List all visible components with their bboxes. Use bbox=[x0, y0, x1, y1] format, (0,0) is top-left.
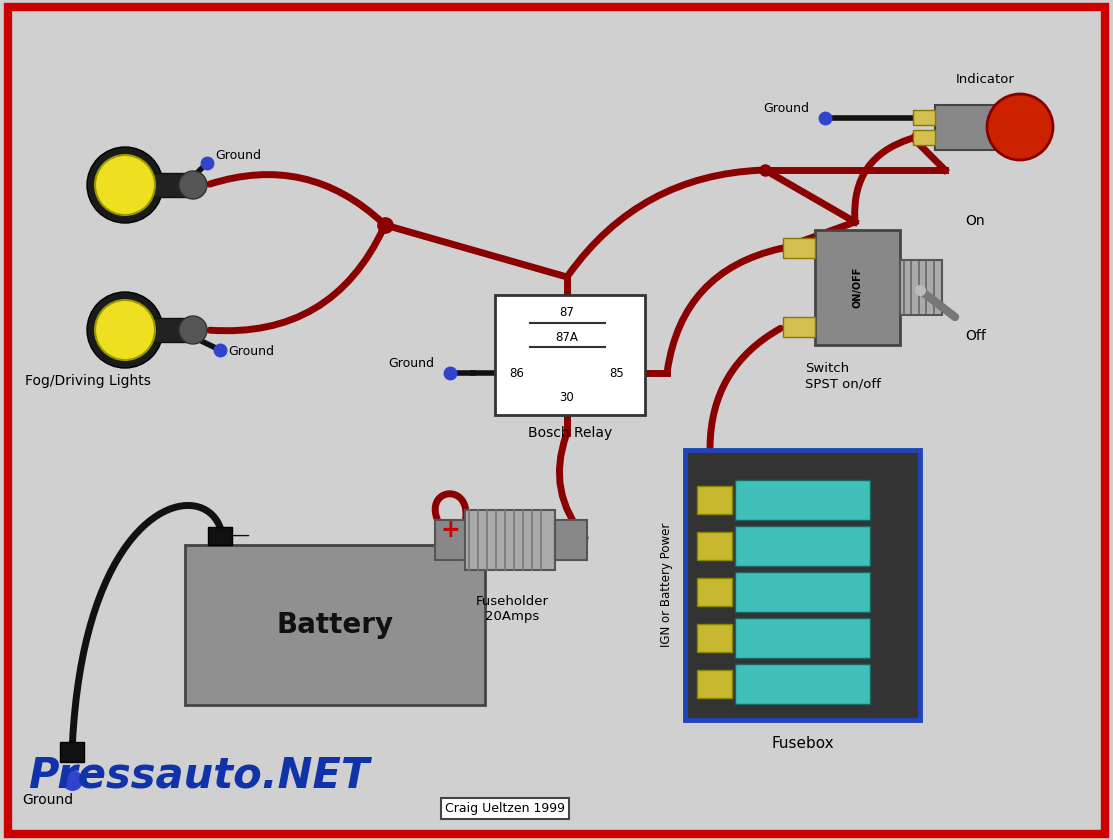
Text: Ground: Ground bbox=[215, 149, 262, 162]
Bar bbox=[185, 545, 485, 705]
Bar bbox=[697, 624, 732, 652]
Text: 85: 85 bbox=[610, 366, 624, 380]
Bar bbox=[60, 742, 83, 762]
Text: Ground: Ground bbox=[388, 357, 434, 370]
Bar bbox=[913, 130, 935, 145]
Text: 86: 86 bbox=[510, 366, 524, 380]
Bar bbox=[697, 532, 732, 560]
Circle shape bbox=[987, 94, 1053, 160]
Text: 87: 87 bbox=[560, 307, 574, 319]
Text: Fog/Driving Lights: Fog/Driving Lights bbox=[24, 374, 151, 388]
Circle shape bbox=[95, 155, 155, 215]
Text: Indicator: Indicator bbox=[956, 73, 1014, 86]
Bar bbox=[735, 572, 870, 612]
Bar bbox=[784, 317, 815, 337]
Text: Ground: Ground bbox=[228, 345, 274, 358]
Bar bbox=[684, 450, 920, 720]
Bar bbox=[495, 295, 646, 415]
Bar bbox=[697, 670, 732, 698]
Bar bbox=[735, 618, 870, 658]
Text: IGN or Battery Power: IGN or Battery Power bbox=[660, 522, 673, 647]
Text: +: + bbox=[440, 518, 460, 542]
Bar bbox=[900, 260, 942, 315]
Bar bbox=[913, 110, 935, 125]
Text: 30: 30 bbox=[560, 391, 574, 403]
Circle shape bbox=[87, 147, 162, 223]
Text: Off: Off bbox=[965, 329, 986, 343]
Text: ON/OFF: ON/OFF bbox=[853, 267, 863, 308]
Bar bbox=[555, 520, 587, 560]
Bar bbox=[815, 230, 900, 345]
Circle shape bbox=[179, 316, 207, 344]
Text: Pressauto.NET: Pressauto.NET bbox=[28, 755, 370, 797]
Text: Bosch Relay: Bosch Relay bbox=[528, 426, 612, 440]
Text: On: On bbox=[965, 214, 985, 228]
Bar bbox=[735, 526, 870, 566]
Text: 87A: 87A bbox=[555, 330, 579, 344]
Circle shape bbox=[95, 300, 155, 360]
Text: Craig Ueltzen 1999: Craig Ueltzen 1999 bbox=[445, 802, 565, 815]
Bar bbox=[208, 527, 232, 545]
Bar bbox=[152, 318, 188, 342]
Bar bbox=[465, 510, 555, 570]
Text: Ground: Ground bbox=[764, 102, 809, 115]
Bar bbox=[435, 520, 467, 560]
Bar bbox=[735, 480, 870, 520]
Bar bbox=[697, 578, 732, 606]
Text: Fuseholder
20Amps: Fuseholder 20Amps bbox=[475, 595, 549, 623]
Bar bbox=[152, 173, 188, 197]
Circle shape bbox=[179, 171, 207, 199]
Text: Fusebox: Fusebox bbox=[771, 736, 834, 751]
Bar bbox=[784, 238, 815, 258]
Text: Battery: Battery bbox=[276, 611, 394, 639]
Bar bbox=[453, 523, 477, 545]
Bar bbox=[735, 664, 870, 704]
Text: Switch
SPST on/off: Switch SPST on/off bbox=[805, 362, 880, 390]
Text: Ground: Ground bbox=[22, 793, 73, 807]
Bar bbox=[697, 486, 732, 514]
Text: —: — bbox=[232, 526, 249, 544]
Circle shape bbox=[87, 292, 162, 368]
Bar bbox=[935, 105, 1005, 150]
